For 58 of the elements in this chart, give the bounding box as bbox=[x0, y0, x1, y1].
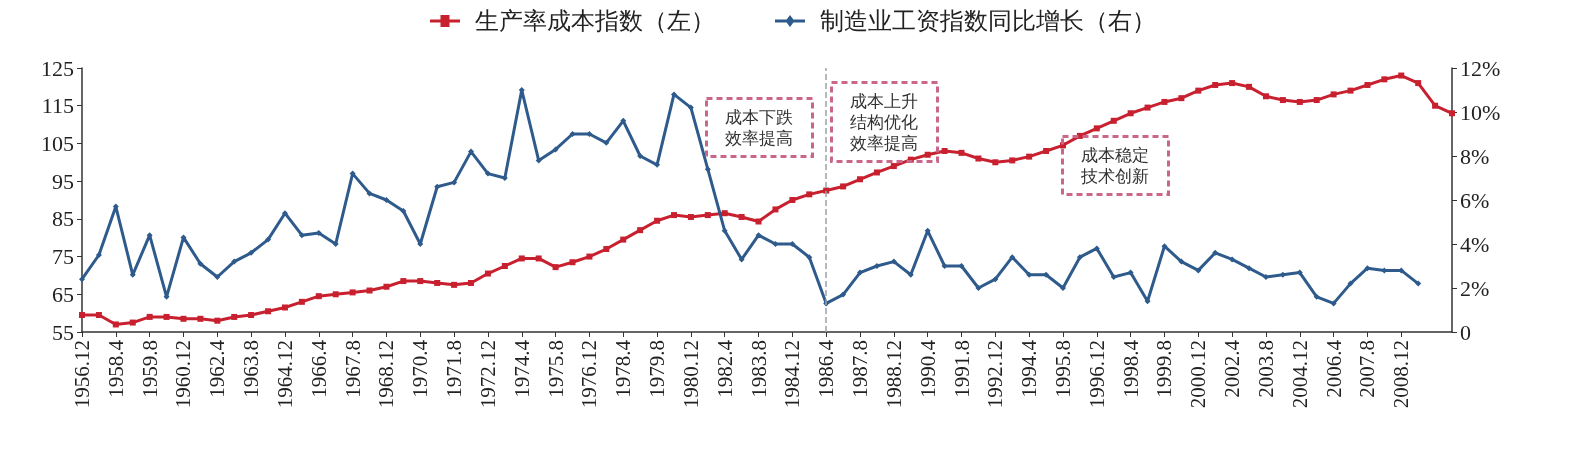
x-tick-label: 1959.8 bbox=[137, 340, 162, 398]
x-tick-label: 2007.8 bbox=[1355, 340, 1380, 398]
y2-tick-label: 4% bbox=[1460, 231, 1490, 257]
y-tick-label: 75 bbox=[52, 244, 74, 270]
x-tick-label: 2004.12 bbox=[1287, 340, 1312, 409]
x-tick-label: 1971.8 bbox=[442, 340, 467, 398]
x-tick-label: 1984.12 bbox=[780, 340, 805, 409]
x-tick-label: 1983.8 bbox=[746, 340, 771, 398]
x-tick-label: 1992.12 bbox=[983, 340, 1008, 409]
y-tick-label: 125 bbox=[41, 55, 74, 81]
x-tick-label: 1990.4 bbox=[915, 339, 940, 398]
x-tick-label: 1980.12 bbox=[678, 340, 703, 409]
annotation: 成本上升结构优化效率提高 bbox=[849, 91, 918, 153]
x-tick-label: 1979.8 bbox=[645, 340, 670, 398]
y2-tick-label: 6% bbox=[1460, 187, 1490, 213]
y2-tick-label: 0 bbox=[1460, 319, 1471, 345]
annotation: 成本稳定技术创新 bbox=[1079, 145, 1149, 186]
x-tick-label: 1982.4 bbox=[712, 339, 737, 398]
y2-tick-label: 12% bbox=[1460, 55, 1501, 81]
x-tick-label: 1975.8 bbox=[543, 340, 568, 398]
x-tick-label: 1998.4 bbox=[1118, 339, 1143, 398]
x-tick-label: 2000.12 bbox=[1186, 340, 1211, 409]
x-tick-label: 1978.4 bbox=[611, 339, 636, 398]
x-tick-label: 1988.12 bbox=[881, 340, 906, 409]
x-tick-label: 2008.12 bbox=[1389, 340, 1414, 409]
x-tick-label: 1974.4 bbox=[509, 339, 534, 398]
x-tick-label: 1991.8 bbox=[949, 340, 974, 398]
x-tick-label: 1960.12 bbox=[171, 340, 196, 409]
y2-tick-label: 8% bbox=[1460, 143, 1490, 169]
x-tick-label: 1970.4 bbox=[408, 339, 433, 398]
x-tick-label: 2002.4 bbox=[1220, 339, 1245, 398]
x-tick-label: 1995.8 bbox=[1050, 340, 1075, 398]
x-tick-label: 2003.8 bbox=[1253, 340, 1278, 398]
annotation: 成本下跌效率提高 bbox=[724, 107, 793, 148]
x-tick-label: 1972.12 bbox=[475, 340, 500, 409]
x-tick-label: 1962.4 bbox=[205, 339, 230, 398]
x-tick-label: 1976.12 bbox=[577, 340, 602, 409]
x-tick-label: 1996.12 bbox=[1084, 340, 1109, 409]
x-tick-label: 1967.8 bbox=[340, 340, 365, 398]
x-tick-label: 1963.8 bbox=[239, 340, 264, 398]
x-tick-label: 1964.12 bbox=[272, 340, 297, 409]
y-tick-label: 95 bbox=[52, 168, 74, 194]
x-tick-label: 1966.4 bbox=[306, 339, 331, 398]
y-tick-label: 115 bbox=[41, 93, 74, 119]
x-tick-label: 1987.8 bbox=[848, 340, 873, 398]
x-tick-label: 1999.8 bbox=[1152, 340, 1177, 398]
x-tick-label: 1958.4 bbox=[103, 339, 128, 398]
y-tick-label: 105 bbox=[41, 130, 74, 156]
x-tick-label: 1986.4 bbox=[814, 339, 839, 398]
y-tick-label: 65 bbox=[52, 281, 74, 307]
x-tick-label: 1994.4 bbox=[1017, 339, 1042, 398]
legend-label: 制造业工资指数同比增长（右） bbox=[820, 8, 1156, 34]
legend-label: 生产率成本指数（左） bbox=[475, 8, 715, 34]
x-tick-label: 1968.12 bbox=[374, 340, 399, 409]
x-tick-label: 2006.4 bbox=[1321, 339, 1346, 398]
y-tick-label: 85 bbox=[52, 206, 74, 232]
y2-tick-label: 2% bbox=[1460, 275, 1490, 301]
y2-tick-label: 10% bbox=[1460, 99, 1501, 125]
